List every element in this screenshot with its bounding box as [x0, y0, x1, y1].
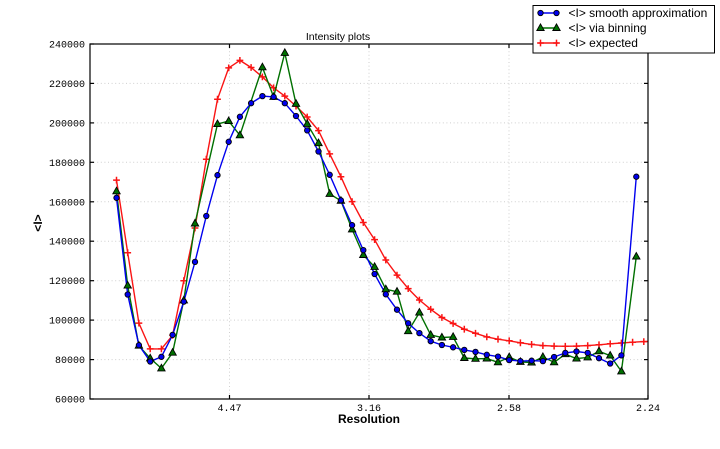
svg-text:240000: 240000: [49, 41, 85, 52]
svg-text:60000: 60000: [55, 396, 85, 407]
svg-text:2.58: 2.58: [497, 404, 521, 415]
svg-text:140000: 140000: [49, 238, 85, 249]
svg-text:220000: 220000: [49, 80, 85, 91]
svg-text:160000: 160000: [49, 198, 85, 209]
svg-text:120000: 120000: [49, 277, 85, 288]
svg-text:3.16: 3.16: [357, 404, 381, 415]
svg-text:2.24: 2.24: [636, 404, 660, 415]
svg-text:80000: 80000: [55, 356, 85, 367]
svg-text:180000: 180000: [49, 159, 85, 170]
svg-text:200000: 200000: [49, 119, 85, 130]
svg-text:<I>: <I>: [31, 214, 45, 231]
svg-text:100000: 100000: [49, 317, 85, 328]
svg-text:<I> smooth approximation: <I> smooth approximation: [569, 6, 708, 20]
svg-text:<I> via binning: <I> via binning: [569, 21, 647, 35]
svg-text:<I> expected: <I> expected: [569, 36, 638, 50]
svg-text:Intensity plots: Intensity plots: [306, 31, 370, 43]
svg-text:Resolution: Resolution: [338, 412, 400, 426]
svg-text:4.47: 4.47: [217, 404, 241, 415]
